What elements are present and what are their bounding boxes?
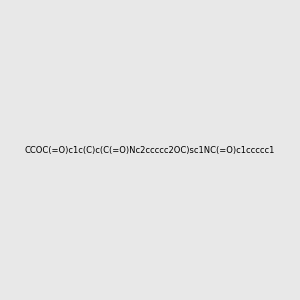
Text: CCOC(=O)c1c(C)c(C(=O)Nc2ccccc2OC)sc1NC(=O)c1ccccc1: CCOC(=O)c1c(C)c(C(=O)Nc2ccccc2OC)sc1NC(=… [25, 146, 275, 154]
